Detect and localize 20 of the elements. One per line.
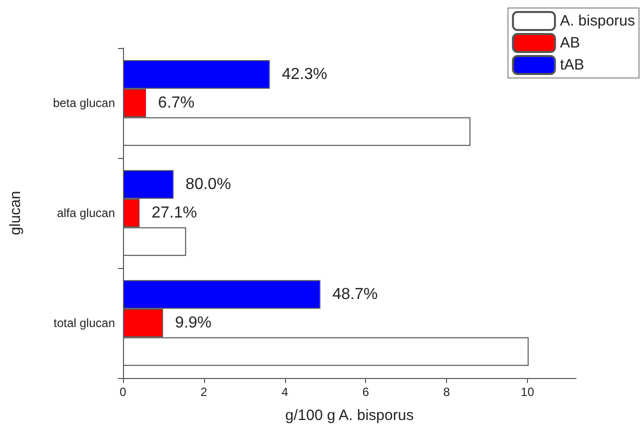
annotation: 48.7% — [332, 286, 378, 303]
x-tick-label: 10 — [520, 385, 534, 399]
x-tick-label: 4 — [281, 385, 288, 399]
x-axis-title: g/100 g A. bisporus — [285, 407, 414, 424]
y-tick-label: beta glucan — [52, 96, 115, 110]
legend-label: AB — [560, 34, 580, 52]
annotation: 27.1% — [152, 204, 197, 222]
annotation: 80.0% — [186, 176, 231, 193]
legend-label: A. bisporus — [560, 12, 636, 30]
x-tick-label: 6 — [362, 385, 370, 399]
annotation: 42.3% — [282, 66, 328, 83]
y-tick-label: total glucan — [54, 316, 115, 330]
legend-label: tAB — [560, 56, 584, 74]
annotation: 6.7% — [158, 94, 195, 112]
x-tick-label: 2 — [200, 385, 208, 399]
y-axis-title: glucan — [7, 190, 24, 236]
y-tick-label: alfa glucan — [56, 206, 115, 220]
x-tick-label: 8 — [443, 385, 450, 399]
annotation: 9.9% — [175, 314, 212, 332]
x-tick-label: 0 — [120, 385, 127, 399]
